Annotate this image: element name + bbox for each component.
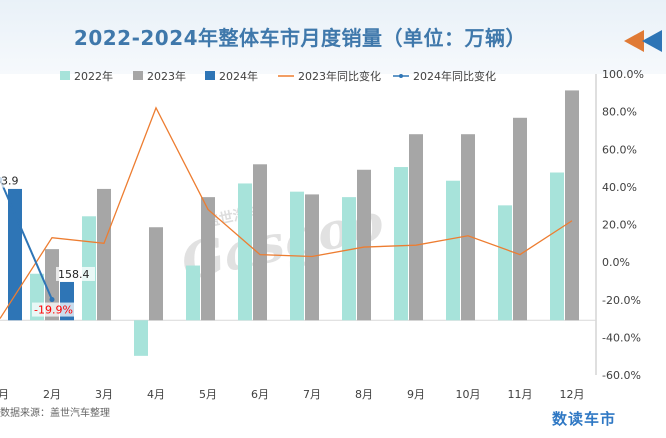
rewind-arrow-icon bbox=[624, 30, 662, 52]
line-yoy-2024 bbox=[0, 179, 53, 300]
bar-2023-m8 bbox=[357, 169, 371, 321]
data-source-note: 数据来源：盖世汽车整理 bbox=[0, 408, 110, 419]
right-tick-label: -20.0% bbox=[602, 294, 641, 307]
bar-2023-m5 bbox=[201, 197, 215, 321]
x-tick-label: 10月 bbox=[456, 388, 481, 401]
legend-swatch bbox=[205, 71, 215, 80]
bar-2022-m9 bbox=[394, 167, 408, 321]
x-tick-label: 3月 bbox=[95, 388, 113, 401]
legend-swatch bbox=[133, 71, 143, 80]
bar-2022-m12 bbox=[550, 172, 564, 321]
bar-2023-m11 bbox=[513, 117, 527, 321]
right-tick-label: 60.0% bbox=[602, 143, 637, 156]
legend-label: 2024年同比变化 bbox=[413, 69, 496, 83]
legend-label: 2022年 bbox=[74, 69, 113, 83]
bar-2023-m6 bbox=[253, 164, 267, 321]
legend-label: 2023年同比变化 bbox=[298, 69, 381, 83]
bar-2023-m7 bbox=[305, 194, 319, 321]
x-tick-label: 7月 bbox=[303, 388, 321, 401]
x-tick-label: 6月 bbox=[251, 388, 269, 401]
data-label: 158.4 bbox=[58, 268, 90, 281]
bar-2024-m1 bbox=[8, 188, 22, 321]
bar-2023-m12 bbox=[565, 90, 579, 321]
legend-label: 2024年 bbox=[219, 69, 258, 83]
bar-2022-m4 bbox=[134, 320, 148, 356]
right-tick-label: -60.0% bbox=[602, 369, 641, 382]
x-tick-label: 4月 bbox=[147, 388, 165, 401]
right-tick-label: -40.0% bbox=[602, 331, 641, 344]
legend-label: 2023年 bbox=[147, 69, 186, 83]
right-tick-label: 100.0% bbox=[602, 68, 644, 81]
point-yoy-2024-2 bbox=[49, 297, 55, 303]
line-yoy-2023 bbox=[0, 106, 573, 319]
x-tick-label: 1月 bbox=[0, 388, 9, 401]
legend-marker bbox=[399, 74, 403, 78]
data-label-bg bbox=[0, 173, 24, 188]
bar-2023-m2 bbox=[45, 249, 59, 321]
data-label-bg bbox=[32, 302, 78, 317]
x-tick-label: 12月 bbox=[560, 388, 585, 401]
header-band bbox=[0, 0, 666, 74]
right-tick-label: 20.0% bbox=[602, 219, 637, 232]
right-tick-label: 0.0% bbox=[602, 256, 630, 269]
bar-2022-m8 bbox=[342, 197, 356, 321]
bar-2023-m9 bbox=[409, 134, 423, 321]
bar-2023-m10 bbox=[461, 134, 475, 321]
x-tick-label: 2月 bbox=[43, 388, 61, 401]
x-tick-label: 11月 bbox=[508, 388, 533, 401]
data-label-bg bbox=[56, 266, 95, 281]
right-tick-label: 40.0% bbox=[602, 181, 637, 194]
bar-2023-m4 bbox=[149, 227, 163, 321]
bar-2022-m5 bbox=[186, 265, 200, 321]
chart-title: 2022-2024年整体车市月度销量（单位：万辆） bbox=[73, 26, 527, 50]
bar-2022-m6 bbox=[238, 183, 252, 321]
monthly-sales-chart: 100.0% 80.0% 60.0% 40.0% 20.0% 0.0% -20.0% -40.… bbox=[0, 68, 644, 401]
x-tick-label: 8月 bbox=[355, 388, 373, 401]
legend-swatch bbox=[60, 71, 70, 80]
bar-2022-m10 bbox=[446, 180, 460, 321]
right-tick-label: 80.0% bbox=[602, 106, 637, 119]
x-tick-label: 5月 bbox=[199, 388, 217, 401]
brand-logo: 数读车市 bbox=[552, 410, 617, 428]
data-label: -19.9% bbox=[34, 304, 73, 317]
x-tick-label: 9月 bbox=[407, 388, 425, 401]
data-label: 43.9 bbox=[0, 175, 19, 188]
bar-2023-m3 bbox=[97, 188, 111, 321]
bar-2022-m11 bbox=[498, 205, 512, 321]
